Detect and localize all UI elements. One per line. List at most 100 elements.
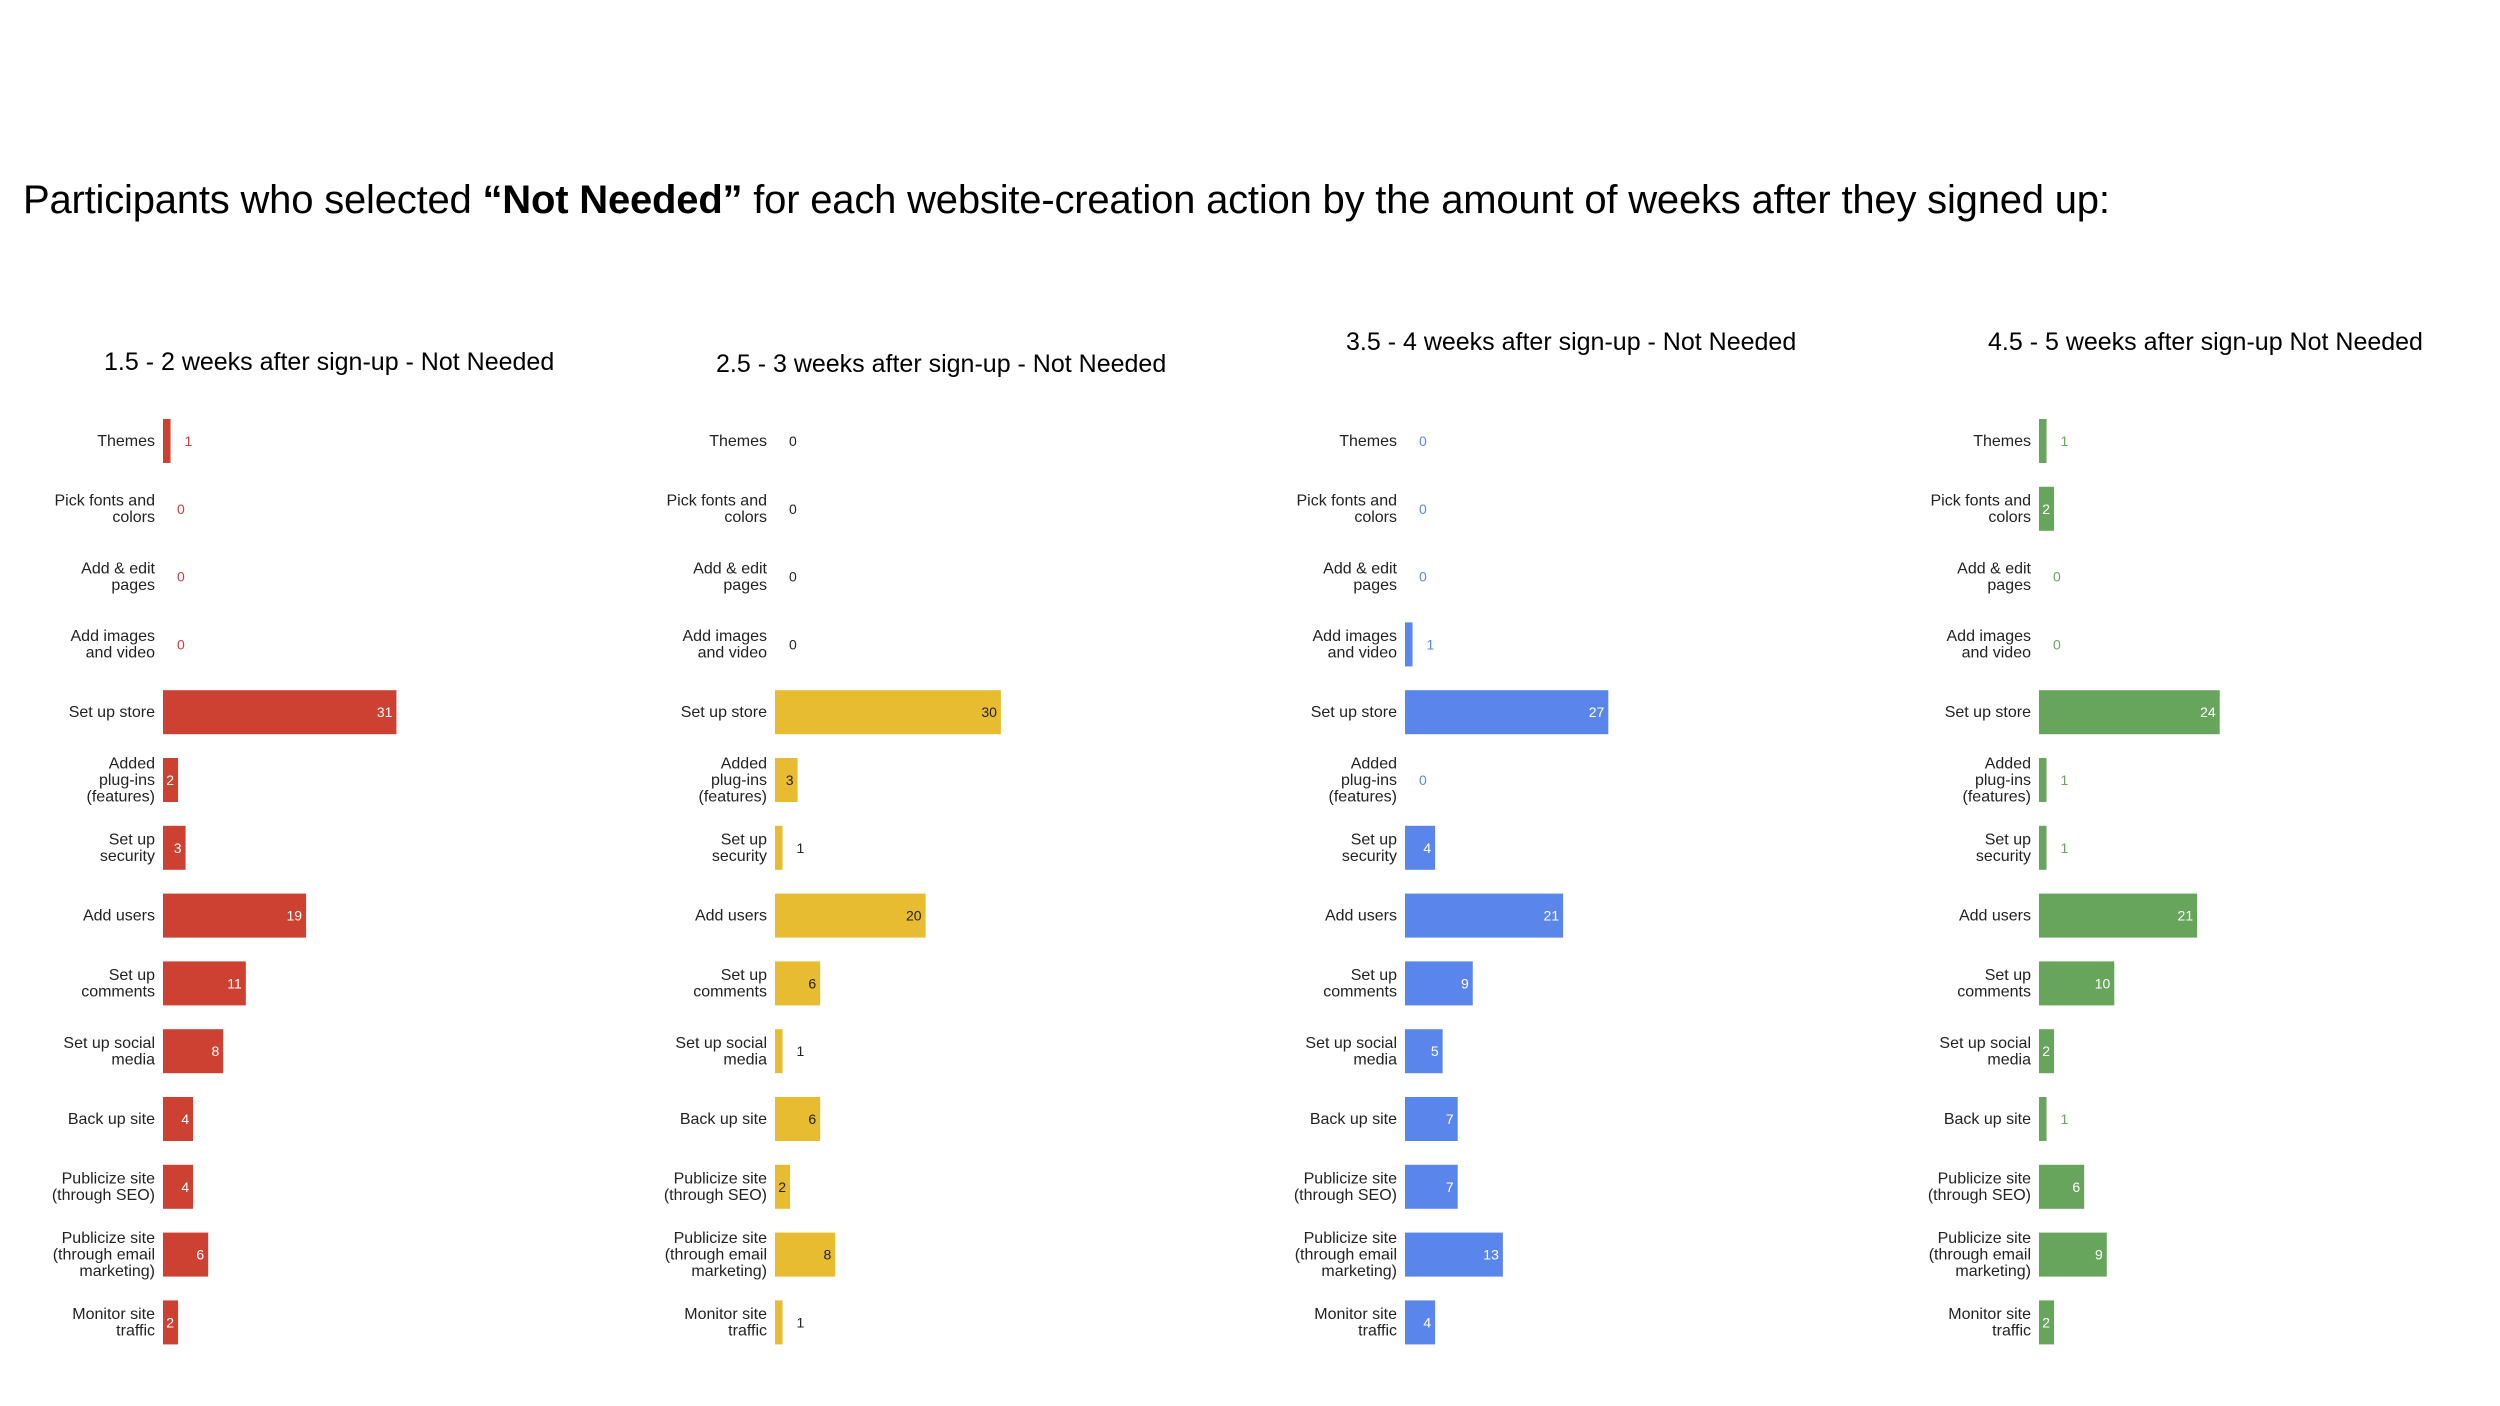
category-label-publicize-site-through-email-marketing: Publicize site (through email marketing)	[665, 1230, 767, 1280]
value-label-set-up-security: 1	[797, 840, 805, 856]
value-label-publicize-site-through-seo: 4	[181, 1179, 189, 1195]
category-label-add-images-and-video: Add images and video	[683, 628, 768, 662]
category-label-add-images-and-video: Add images and video	[1947, 628, 2032, 662]
page-heading: Participants who selected “Not Needed” f…	[23, 178, 2110, 223]
category-label-add-users: Add users	[1325, 908, 1397, 925]
bar-monitor-site-traffic	[1405, 1300, 1436, 1345]
bar-publicize-site-through-seo	[163, 1164, 194, 1209]
value-label-add-images-and-video: 0	[789, 636, 797, 652]
category-label-pick-fonts-and-colors: Pick fonts and colors	[667, 493, 768, 527]
category-label-add-users: Add users	[1959, 908, 2031, 925]
bar-publicize-site-through-seo	[775, 1164, 791, 1209]
value-label-monitor-site-traffic: 2	[2042, 1314, 2050, 1330]
category-label-add-edit-pages: Add & edit pages	[81, 560, 155, 594]
value-label-set-up-store: 27	[1589, 704, 1605, 720]
value-label-set-up-social-media: 2	[2042, 1043, 2050, 1059]
category-label-pick-fonts-and-colors: Pick fonts and colors	[1297, 493, 1398, 527]
bar-back-up-site	[1405, 1097, 1458, 1141]
chart-title: 2.5 - 3 weeks after sign-up - Not Needed	[716, 350, 1167, 378]
category-label-add-edit-pages: Add & edit pages	[1957, 560, 2031, 594]
category-label-publicize-site-through-seo: Publicize site (through SEO)	[52, 1171, 155, 1205]
category-label-themes: Themes	[1339, 433, 1397, 450]
bar-set-up-security	[2039, 825, 2047, 870]
bar-add-users	[2039, 893, 2198, 938]
bar-back-up-site	[775, 1097, 821, 1141]
category-label-set-up-social-media: Set up social media	[1939, 1035, 2031, 1069]
bar-publicize-site-through-email-marketing	[2039, 1232, 2107, 1277]
category-label-monitor-site-traffic: Monitor site traffic	[1314, 1306, 1397, 1340]
value-label-themes: 0	[789, 433, 797, 449]
category-label-publicize-site-through-seo: Publicize site (through SEO)	[1928, 1171, 2031, 1205]
category-label-added-plug-ins-features: Added plug-ins (features)	[699, 756, 767, 806]
category-label-themes: Themes	[1973, 433, 2031, 450]
value-label-add-images-and-video: 0	[177, 636, 185, 652]
value-label-back-up-site: 4	[181, 1111, 189, 1127]
bar-set-up-social-media	[1405, 1029, 1443, 1074]
value-label-add-edit-pages: 0	[1419, 569, 1427, 585]
category-label-set-up-security: Set up security	[100, 832, 155, 866]
value-label-publicize-site-through-seo: 6	[2072, 1179, 2080, 1195]
bar-publicize-site-through-email-marketing	[163, 1232, 209, 1277]
bar-back-up-site	[163, 1097, 194, 1141]
value-label-set-up-store: 30	[981, 704, 997, 720]
value-label-set-up-social-media: 1	[797, 1043, 805, 1059]
category-label-added-plug-ins-features: Added plug-ins (features)	[1963, 756, 2031, 806]
category-label-set-up-store: Set up store	[69, 704, 155, 721]
category-label-set-up-store: Set up store	[681, 704, 767, 721]
value-label-monitor-site-traffic: 2	[166, 1314, 174, 1330]
value-label-publicize-site-through-email-marketing: 8	[823, 1247, 831, 1263]
bar-add-users	[775, 893, 926, 938]
value-label-set-up-comments: 9	[1461, 975, 1469, 991]
value-label-add-users: 20	[906, 908, 922, 924]
value-label-added-plug-ins-features: 0	[1419, 772, 1427, 788]
chart-title: 4.5 - 5 weeks after sign-up Not Needed	[1988, 328, 2423, 356]
category-label-publicize-site-through-seo: Publicize site (through SEO)	[664, 1171, 767, 1205]
bar-add-users	[163, 893, 307, 938]
value-label-pick-fonts-and-colors: 0	[1419, 501, 1427, 517]
bar-add-users	[1405, 893, 1564, 938]
heading-suffix: for each website-creation action by the …	[742, 178, 2110, 222]
bar-set-up-security	[775, 825, 783, 870]
value-label-added-plug-ins-features: 2	[166, 772, 174, 788]
chart-plot: Themes 0 Pick fonts and colors 0 Add & edit pa…	[664, 433, 1001, 1345]
value-label-back-up-site: 1	[2061, 1111, 2069, 1127]
bar-added-plug-ins-features	[2039, 758, 2047, 802]
bar-pick-fonts-and-colors	[2039, 486, 2055, 531]
value-label-themes: 1	[185, 433, 193, 449]
value-label-added-plug-ins-features: 3	[786, 772, 794, 788]
category-label-set-up-store: Set up store	[1945, 704, 2031, 721]
value-label-themes: 0	[1419, 433, 1427, 449]
value-label-publicize-site-through-email-marketing: 6	[196, 1247, 204, 1263]
category-label-themes: Themes	[709, 433, 767, 450]
category-label-set-up-comments: Set up comments	[1323, 967, 1397, 1001]
value-label-set-up-comments: 11	[227, 975, 242, 991]
category-label-set-up-social-media: Set up social media	[675, 1035, 767, 1069]
bar-publicize-site-through-email-marketing	[1405, 1232, 1503, 1277]
bar-set-up-security	[163, 825, 186, 870]
heading-prefix: Participants who selected	[23, 178, 483, 222]
category-label-set-up-comments: Set up comments	[81, 967, 155, 1001]
category-label-set-up-security: Set up security	[712, 832, 767, 866]
chart-title: 1.5 - 2 weeks after sign-up - Not Needed	[104, 348, 555, 376]
value-label-themes: 1	[2061, 433, 2069, 449]
bar-set-up-store	[775, 690, 1001, 735]
bar-added-plug-ins-features	[775, 758, 798, 802]
value-label-add-edit-pages: 0	[2053, 569, 2061, 585]
value-label-monitor-site-traffic: 4	[1423, 1314, 1431, 1330]
category-label-add-images-and-video: Add images and video	[71, 628, 156, 662]
chart-plot: Themes 1 Pick fonts and colors 2 Add & edit pa…	[1928, 419, 2220, 1345]
category-label-added-plug-ins-features: Added plug-ins (features)	[87, 756, 155, 806]
value-label-set-up-social-media: 5	[1431, 1043, 1439, 1059]
chart-plot: Themes 0 Pick fonts and colors 0 Add & edit pa…	[1294, 433, 1609, 1345]
bar-publicize-site-through-email-marketing	[775, 1232, 836, 1277]
bar-back-up-site	[2039, 1097, 2047, 1141]
category-label-publicize-site-through-email-marketing: Publicize site (through email marketing)	[1929, 1230, 2031, 1280]
value-label-pick-fonts-and-colors: 0	[177, 501, 185, 517]
bar-set-up-comments	[2039, 961, 2115, 1006]
value-label-add-images-and-video: 1	[1427, 636, 1435, 652]
value-label-add-users: 19	[286, 908, 302, 924]
bar-set-up-security	[1405, 825, 1436, 870]
category-label-added-plug-ins-features: Added plug-ins (features)	[1329, 756, 1397, 806]
heading-emphasis: “Not Needed”	[482, 178, 743, 222]
category-label-add-images-and-video: Add images and video	[1313, 628, 1398, 662]
